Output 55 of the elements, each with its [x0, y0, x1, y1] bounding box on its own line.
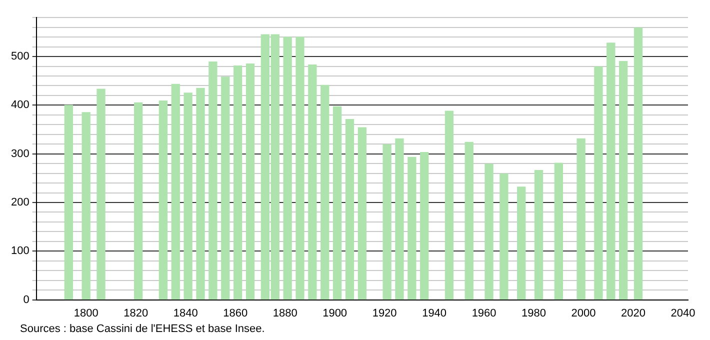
bar — [444, 110, 454, 300]
bar — [420, 152, 429, 300]
bar — [82, 112, 90, 300]
x-tick-label: 1880 — [272, 307, 298, 320]
bar — [534, 170, 544, 300]
bar — [134, 102, 143, 300]
bar — [96, 88, 106, 300]
y-tick-label: 0 — [23, 294, 30, 306]
y-tick-label: 200 — [10, 196, 30, 209]
bar — [554, 162, 563, 300]
bar — [158, 100, 168, 300]
x-tick-label: 1940 — [422, 307, 447, 320]
y-tick-label: 300 — [10, 148, 30, 160]
bar — [634, 27, 643, 300]
y-tick-label: 500 — [10, 50, 30, 63]
x-tick-label: 1960 — [472, 307, 496, 320]
bar — [64, 104, 74, 300]
bar — [283, 36, 292, 300]
x-tick-label: 1980 — [522, 307, 546, 320]
bar — [484, 164, 494, 300]
x-tick-label: 1820 — [124, 307, 148, 320]
x-tick-label: 1920 — [372, 307, 397, 320]
bar — [464, 142, 474, 300]
bar — [308, 64, 317, 300]
bar — [500, 173, 508, 300]
bar — [358, 127, 367, 300]
y-tick-label: 100 — [10, 245, 30, 258]
bar — [408, 156, 416, 300]
bar — [171, 84, 180, 300]
bar — [395, 138, 404, 300]
x-tick-label: 1840 — [173, 307, 198, 320]
bar — [345, 118, 354, 300]
bar — [382, 144, 392, 300]
bar — [332, 106, 342, 300]
bar — [576, 138, 586, 300]
bar — [606, 42, 616, 300]
x-tick-label: 2000 — [571, 307, 596, 320]
x-tick-label: 2040 — [670, 307, 696, 320]
bar — [594, 66, 603, 300]
bar — [184, 92, 192, 300]
bar — [246, 63, 255, 300]
x-tick-label: 1900 — [322, 307, 348, 320]
bar — [619, 61, 628, 300]
source-note: Sources : base Cassini de l'EHESS et base Insee. — [20, 323, 266, 335]
bar — [196, 88, 205, 300]
bar — [320, 84, 330, 300]
bar — [517, 186, 526, 300]
x-tick-label: 2020 — [621, 307, 646, 320]
x-tick-label: 1860 — [223, 307, 248, 320]
bar — [296, 36, 304, 300]
y-tick-label: 400 — [10, 99, 30, 112]
x-tick-label: 1800 — [74, 307, 98, 320]
bar — [221, 76, 230, 300]
bar — [208, 62, 218, 300]
bar — [233, 65, 242, 300]
